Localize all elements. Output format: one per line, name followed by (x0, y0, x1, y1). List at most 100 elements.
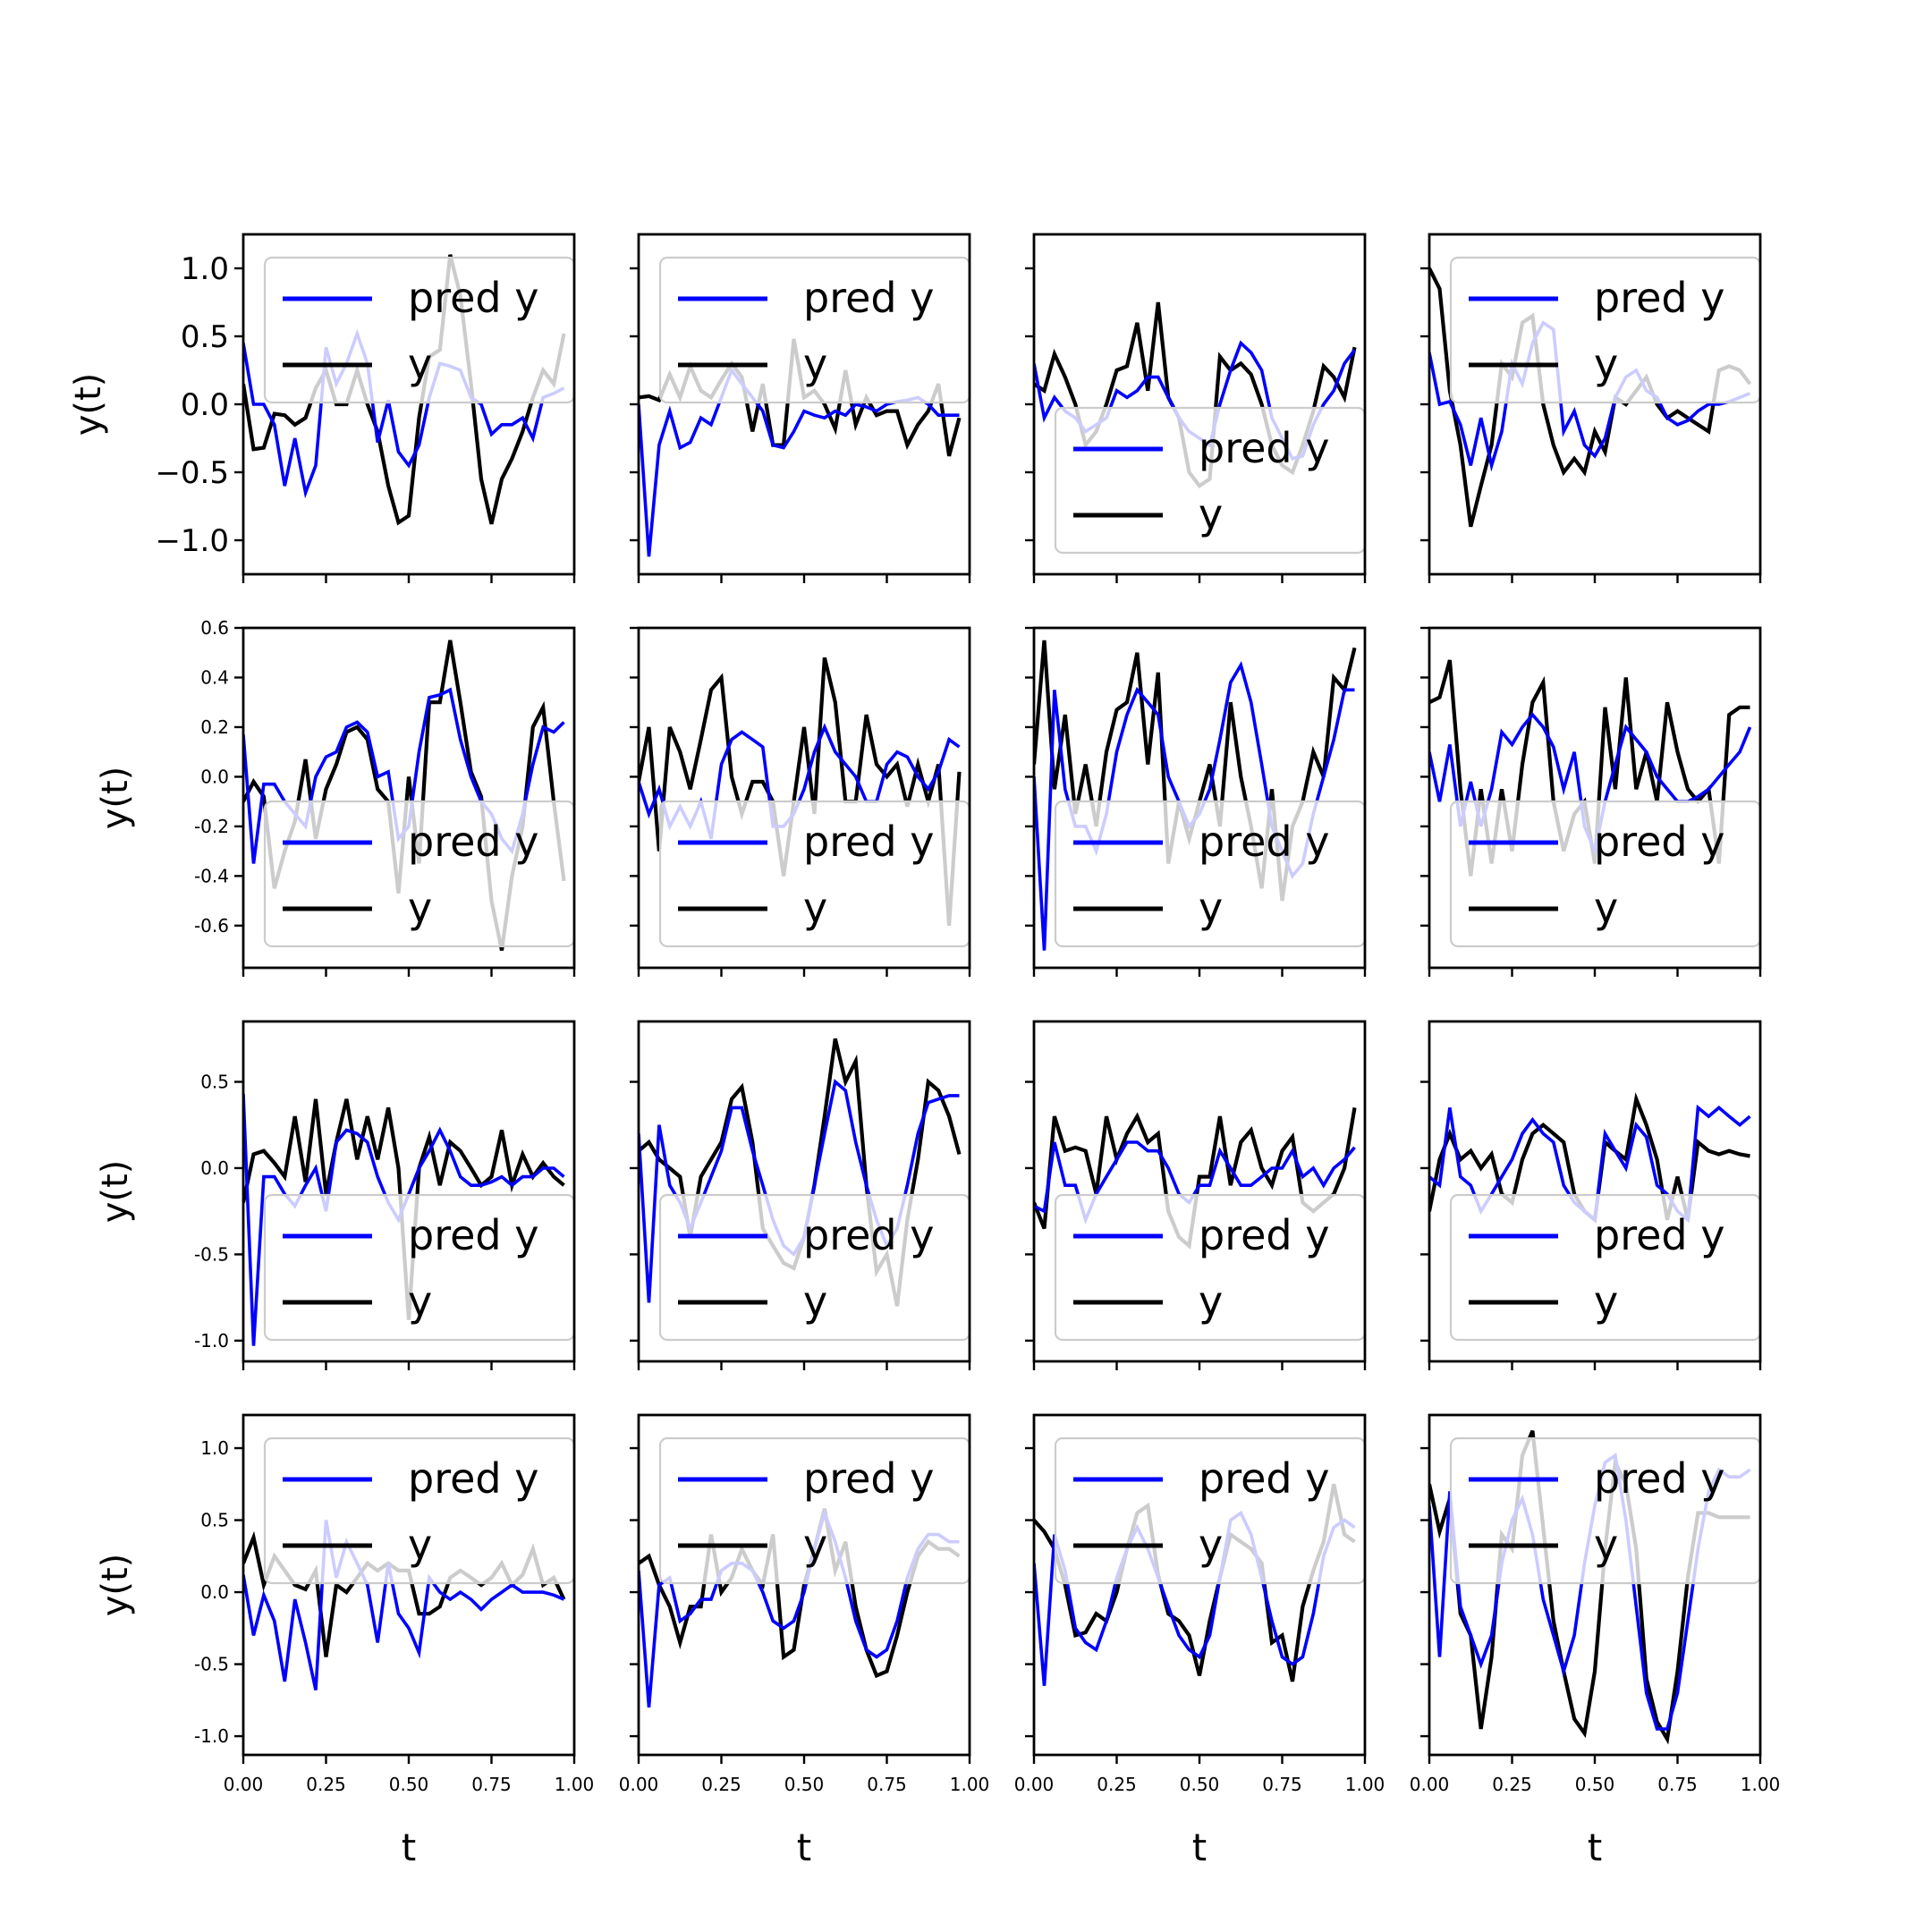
y-tick-label: −0.5 (155, 455, 229, 491)
legend-pred-y-label: pred y (1199, 818, 1329, 866)
legend-pred-y-label: pred y (408, 818, 538, 866)
x-tick-label: 0.00 (224, 1774, 264, 1795)
y-axis-label: y(t) (95, 1554, 136, 1617)
y-line (639, 657, 962, 926)
y-line (243, 254, 566, 526)
legend-y-label: y (1199, 884, 1223, 932)
subplot-3: pred y y (1025, 233, 1367, 583)
legend-pred-y-label: pred y (408, 1454, 538, 1503)
legend: pred y y (1449, 1193, 1762, 1342)
x-axis-label: t (797, 1826, 811, 1869)
y-tick-label: -1.0 (194, 1725, 229, 1747)
legend-y-label: y (1594, 340, 1618, 388)
x-tick-label: 0.25 (306, 1774, 346, 1795)
legend-pred-y-label: pred y (803, 818, 934, 866)
series-lines (243, 254, 566, 526)
y-tick-label: 0.4 (200, 666, 229, 688)
x-tick-label: 0.00 (1410, 1774, 1450, 1795)
subplot-15: pred y y 0.00 0.25 0.50 0.75 1.00 t (1014, 1413, 1385, 1869)
x-tick-label: 0.50 (389, 1774, 429, 1795)
pred-y-line (1429, 320, 1751, 472)
legend-pred-y-label: pred y (408, 274, 538, 322)
legend: pred y y (1054, 800, 1367, 948)
x-tick-label: 0.50 (784, 1774, 825, 1795)
legend-y-label: y (1594, 1521, 1618, 1569)
series-lines (1429, 267, 1752, 528)
legend-pred-y-label: pred y (1594, 274, 1724, 322)
legend-y-label: y (803, 884, 827, 932)
legend-pred-y-label: pred y (1199, 424, 1329, 472)
x-axis-label: t (1192, 1826, 1207, 1869)
y-tick-label: 0.5 (181, 319, 229, 355)
y-tick-label: -0.4 (194, 865, 229, 886)
x-tick-label: 1.00 (555, 1774, 595, 1795)
subplot-13: pred y y 1.0 0.5 0.0 -0.5 -1.0 0.00 0.25 0.50 0.75… (95, 1413, 595, 1869)
x-tick-label: 1.00 (1345, 1774, 1385, 1795)
legend-pred-y-label: pred y (1594, 1454, 1724, 1503)
legend-y-label: y (1199, 1277, 1223, 1326)
legend: pred y y (1449, 1436, 1762, 1585)
x-tick-label: 0.75 (1657, 1774, 1698, 1795)
pred-y-line (639, 1507, 960, 1708)
legend-pred-y-label: pred y (803, 1211, 934, 1259)
legend-pred-y-label: pred y (408, 1211, 538, 1259)
legend-y-label: y (803, 1277, 827, 1326)
x-axis-label: t (1588, 1826, 1602, 1869)
legend-pred-y-label: pred y (1594, 818, 1724, 866)
legend-pred-y-label: pred y (803, 274, 934, 322)
legend: pred y y (1449, 800, 1762, 948)
x-tick-label: 0.75 (1262, 1774, 1302, 1795)
legend: pred y y (1054, 406, 1367, 555)
x-tick-label: 0.25 (1492, 1774, 1532, 1795)
y-tick-label: -1.0 (194, 1330, 229, 1352)
subplot-10: pred y y (630, 1020, 971, 1370)
subplot-16: pred y y 0.00 0.25 0.50 0.75 1.00 t (1410, 1413, 1781, 1869)
subplot-5: pred y y 0.6 0.4 0.2 0.0 -0.2 -0.4 -0.6 y(t) (95, 617, 576, 977)
pred-y-line (243, 328, 565, 499)
y-tick-label: 0.0 (200, 766, 229, 787)
legend-y-label: y (1199, 490, 1223, 538)
legend-pred-y-label: pred y (803, 1454, 934, 1503)
legend-y-label: y (1594, 884, 1618, 932)
y-tick-label: 0.5 (200, 1510, 229, 1531)
x-tick-label: 0.25 (701, 1774, 741, 1795)
y-tick-label: -0.5 (194, 1243, 229, 1265)
y-tick-label: 1.0 (200, 1437, 229, 1459)
legend: pred y y (658, 256, 971, 404)
pred-y-line (243, 1520, 565, 1690)
y-tick-label: 1.0 (181, 251, 229, 287)
y-tick-label: 0.6 (200, 617, 229, 639)
x-tick-label: 0.00 (1014, 1774, 1055, 1795)
x-tick-label: 1.00 (1741, 1774, 1781, 1795)
y-axis-label: y(t) (95, 1160, 136, 1224)
legend-y-label: y (408, 1521, 432, 1569)
legend-pred-y-label: pred y (1199, 1211, 1329, 1259)
legend-y-label: y (803, 340, 827, 388)
legend-y-label: y (408, 1277, 432, 1326)
y-tick-label: 0.0 (181, 387, 229, 423)
subplot-14: pred y y 0.00 0.25 0.50 0.75 1.00 t (619, 1413, 989, 1869)
y-tick-label: 0.0 (200, 1157, 229, 1179)
subplot-9: pred y y 0.5 0.0 -0.5 -1.0 y(t) (95, 1020, 576, 1370)
y-tick-label: -0.5 (194, 1654, 229, 1675)
subplot-6: pred y y (630, 626, 971, 977)
subplot-2: pred y y (630, 233, 971, 583)
y-tick-label: 0.5 (200, 1072, 229, 1093)
x-tick-label: 0.00 (619, 1774, 659, 1795)
x-tick-label: 0.50 (1575, 1774, 1615, 1795)
series-lines (639, 1507, 961, 1708)
legend: pred y y (263, 256, 576, 404)
subplot-4: pred y y (1420, 233, 1762, 583)
subplot-1: pred y y 1.0 0.5 0.0 −0.5 −1.0 y(t) (68, 233, 576, 583)
legend: pred y y (263, 800, 576, 948)
pred-y-line (1034, 1510, 1356, 1686)
legend-y-label: y (408, 340, 432, 388)
legend-y-label: y (408, 884, 432, 932)
y-axis-label: y(t) (95, 767, 136, 830)
y-tick-label: -0.6 (194, 915, 229, 936)
legend: pred y y (263, 1436, 576, 1585)
legend: pred y y (1054, 1436, 1367, 1585)
y-line (639, 1508, 961, 1679)
subplot-8: pred y y (1420, 626, 1762, 977)
